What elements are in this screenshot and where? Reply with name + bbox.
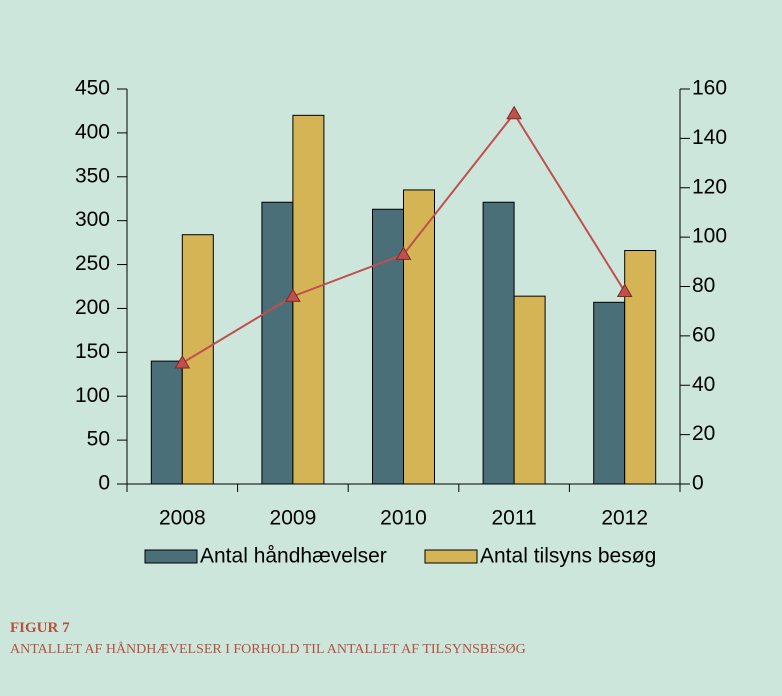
bar: [150, 360, 183, 485]
line-marker: [395, 246, 412, 260]
line-marker: [174, 355, 191, 369]
y-tick-label: 150: [75, 340, 110, 363]
x-tick-label: 2011: [492, 507, 537, 530]
x-tick-label: 2009: [270, 507, 317, 530]
figure-label: FIGUR 7: [10, 620, 70, 636]
bar: [403, 189, 435, 485]
bar: [372, 208, 404, 485]
line-marker: [506, 105, 522, 120]
bar: [513, 295, 546, 485]
legend-label: Antal håndhævelser: [200, 545, 387, 568]
line-marker: [285, 288, 301, 302]
y2-tick-label: 20: [692, 422, 715, 445]
x-tick-label: 2012: [601, 507, 648, 530]
y-tick-label: 50: [87, 428, 110, 451]
y2-tick-label: 60: [692, 323, 715, 346]
legend-label: Antal tilsyns besøg: [480, 545, 656, 568]
legend-swatch: [424, 549, 478, 564]
y2-tick-label: 40: [692, 373, 715, 396]
y2-tick-label: 160: [692, 77, 727, 100]
figure-caption: ANTALLET AF HÅNDHÆVELSER I FORHOLD TIL A…: [10, 642, 526, 657]
line-marker: [616, 283, 633, 297]
y-tick-label: 300: [75, 208, 110, 231]
y-tick-label: 350: [75, 164, 110, 187]
y2-tick-label: 0: [692, 472, 704, 495]
chart: 0 50 100 150 200 250 300 350 400 450 0 20 40 60 80 100 1…: [75, 77, 727, 568]
y-tick-label: 100: [75, 384, 110, 407]
x-tick-label: 2010: [380, 507, 427, 530]
bar: [593, 301, 626, 485]
x-tick-label: 2008: [159, 507, 206, 530]
y-tick-label: 400: [75, 120, 110, 143]
y-tick-label: 0: [98, 472, 110, 495]
bar: [261, 201, 294, 485]
bar: [624, 250, 657, 485]
y2-tick-label: 80: [692, 274, 715, 297]
legend-swatch: [144, 549, 198, 564]
y2-tick-label: 120: [692, 175, 727, 198]
y2-tick-label: 100: [692, 225, 727, 248]
y2-tick-label: 140: [692, 126, 727, 149]
y-tick-label: 200: [75, 296, 110, 319]
bar: [482, 201, 515, 485]
y-tick-label: 250: [75, 252, 110, 275]
y-tick-label: 450: [75, 77, 110, 100]
